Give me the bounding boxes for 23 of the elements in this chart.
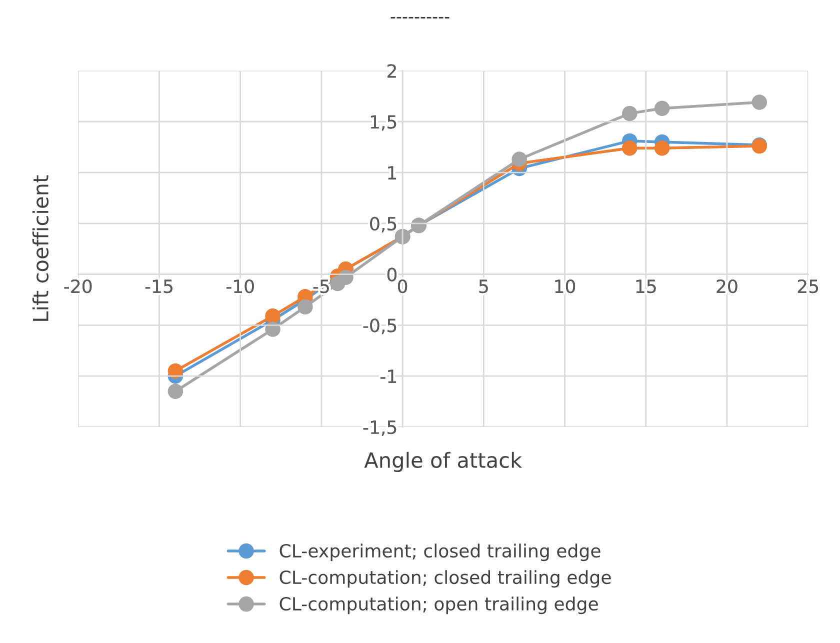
y-tick-label: -1 [380,370,396,383]
x-tick-label: 25 [798,279,818,294]
x-tick-label: -20 [64,279,92,294]
y-tick-label: 1 [388,166,396,180]
x-tick-label: 0 [398,279,408,294]
y-tick-label: -1,5 [363,420,396,436]
x-tick-label: 10 [555,279,576,294]
x-tick-label: -10 [226,279,254,294]
x-axis-title: Angle of attack [364,452,522,472]
legend-label: CL-experiment; closed trailing edge [280,544,600,562]
y-tick-label: 2 [388,64,396,78]
chart-title: ---------- [390,17,450,18]
x-tick-label: 20 [716,279,738,294]
y-tick-label: 0 [387,268,396,282]
legend-label: CL-computation; closed trailing edge [280,570,611,588]
y-axis-title: Lift coefficient [32,175,49,321]
y-tick-label: -0,5 [363,318,396,334]
x-tick-label: 15 [636,280,656,294]
y-tick-label: 1,5 [370,115,396,131]
x-tick-label: 5 [479,280,488,294]
legend-label: CL-computation; open trailing edge [280,596,598,614]
x-tick-label: -15 [145,280,172,294]
y-tick-label: 0,5 [370,216,396,232]
